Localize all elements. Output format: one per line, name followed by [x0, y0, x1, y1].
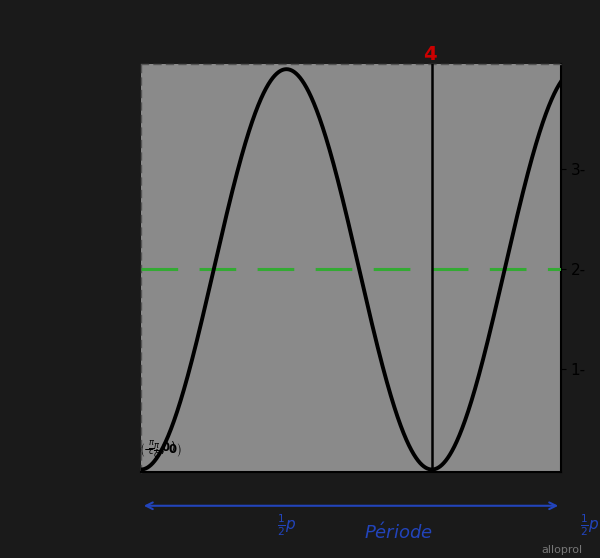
- Text: 4: 4: [423, 45, 436, 64]
- Text: $\frac{\pi}{c}$, $\mathbf{0}$): $\frac{\pi}{c}$, $\mathbf{0}$): [148, 440, 176, 458]
- Text: $\left(-\frac{\pi}{c},\,\mathbf{0}\right)$: $\left(-\frac{\pi}{c},\,\mathbf{0}\right…: [139, 441, 182, 459]
- Text: $\it{P\acute{e}riode}$: $\it{P\acute{e}riode}$: [364, 522, 434, 543]
- Text: $\frac{1}{2}p$: $\frac{1}{2}p$: [580, 513, 599, 538]
- Text: alloprol: alloprol: [541, 545, 582, 555]
- Text: $\frac{1}{2}p$: $\frac{1}{2}p$: [277, 513, 296, 538]
